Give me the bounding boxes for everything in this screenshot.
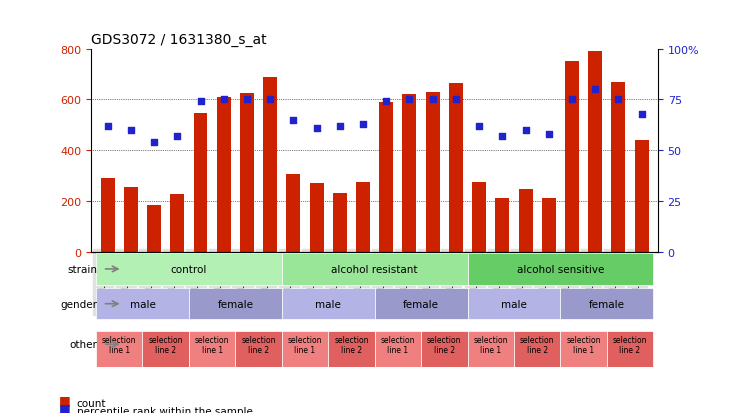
Text: selection
line 2: selection line 2 (334, 335, 368, 354)
Text: female: female (403, 299, 439, 309)
FancyBboxPatch shape (143, 332, 189, 367)
FancyBboxPatch shape (96, 332, 143, 367)
Point (218, 97, 230, 104)
Text: alcohol resistant: alcohol resistant (331, 264, 418, 274)
FancyBboxPatch shape (514, 332, 561, 367)
FancyBboxPatch shape (607, 332, 654, 367)
Point (311, 125, 322, 132)
Point (404, 97, 415, 104)
Point (265, 97, 276, 104)
Bar (356, 183, 370, 252)
FancyBboxPatch shape (421, 332, 468, 367)
Text: selection
line 1: selection line 1 (288, 335, 322, 354)
FancyBboxPatch shape (96, 254, 281, 285)
Bar (310, 184, 324, 252)
Text: selection
line 2: selection line 2 (427, 335, 461, 354)
Point (194, 99, 206, 105)
FancyBboxPatch shape (468, 254, 654, 285)
Point (589, 87, 601, 93)
Bar (588, 52, 602, 252)
Bar (518, 190, 532, 252)
Point (473, 123, 485, 130)
Bar (425, 93, 439, 252)
Text: male: male (501, 299, 527, 309)
FancyBboxPatch shape (561, 332, 607, 367)
Bar (333, 194, 346, 252)
Text: male: male (315, 299, 341, 309)
Point (496, 133, 508, 140)
Text: other: other (69, 339, 97, 349)
Point (380, 99, 392, 105)
Bar (449, 84, 463, 252)
Text: strain: strain (67, 264, 97, 274)
Bar (124, 188, 138, 252)
Bar (217, 97, 231, 252)
Point (241, 97, 253, 104)
Bar (565, 62, 579, 252)
Text: gender: gender (60, 299, 97, 309)
FancyBboxPatch shape (281, 332, 328, 367)
FancyBboxPatch shape (189, 288, 281, 320)
Point (334, 123, 346, 130)
Text: count: count (77, 398, 106, 408)
FancyBboxPatch shape (468, 288, 561, 320)
FancyBboxPatch shape (468, 332, 514, 367)
Bar (147, 205, 161, 252)
Point (102, 123, 113, 130)
Bar (287, 175, 300, 252)
FancyBboxPatch shape (561, 288, 654, 320)
Bar (379, 103, 393, 252)
Bar (611, 83, 626, 252)
Text: selection
line 1: selection line 1 (381, 335, 415, 354)
Text: selection
line 2: selection line 2 (613, 335, 647, 354)
Text: selection
line 1: selection line 1 (195, 335, 230, 354)
Text: selection
line 1: selection line 1 (102, 335, 137, 354)
Text: selection
line 1: selection line 1 (567, 335, 601, 354)
Bar (194, 114, 208, 252)
FancyBboxPatch shape (96, 288, 189, 320)
Point (148, 139, 160, 146)
Point (566, 97, 577, 104)
Text: selection
line 2: selection line 2 (520, 335, 554, 354)
Text: ■: ■ (58, 401, 70, 413)
Point (125, 127, 137, 134)
Text: female: female (217, 299, 254, 309)
Point (427, 97, 439, 104)
Text: selection
line 1: selection line 1 (474, 335, 508, 354)
Point (520, 127, 531, 134)
Point (613, 97, 624, 104)
Bar (170, 195, 184, 252)
FancyBboxPatch shape (281, 254, 468, 285)
Bar (496, 199, 510, 252)
Point (636, 111, 648, 118)
Bar (403, 95, 417, 252)
Bar (472, 183, 486, 252)
Text: ■: ■ (58, 393, 70, 406)
Text: female: female (588, 299, 625, 309)
Point (287, 117, 299, 124)
FancyBboxPatch shape (235, 332, 281, 367)
Text: male: male (129, 299, 156, 309)
Text: GDS3072 / 1631380_s_at: GDS3072 / 1631380_s_at (91, 33, 267, 47)
Bar (240, 94, 254, 252)
Text: percentile rank within the sample: percentile rank within the sample (77, 406, 253, 413)
Bar (542, 199, 556, 252)
FancyBboxPatch shape (189, 332, 235, 367)
Point (543, 131, 555, 138)
Text: control: control (171, 264, 207, 274)
FancyBboxPatch shape (375, 288, 468, 320)
Text: selection
line 2: selection line 2 (241, 335, 276, 354)
FancyBboxPatch shape (328, 332, 375, 367)
Bar (635, 140, 648, 252)
Text: alcohol sensitive: alcohol sensitive (517, 264, 604, 274)
FancyBboxPatch shape (375, 332, 421, 367)
Text: selection
line 2: selection line 2 (148, 335, 183, 354)
FancyBboxPatch shape (281, 288, 375, 320)
Point (450, 97, 462, 104)
Point (172, 133, 183, 140)
Point (357, 121, 369, 128)
Bar (101, 178, 115, 252)
Bar (263, 77, 277, 252)
